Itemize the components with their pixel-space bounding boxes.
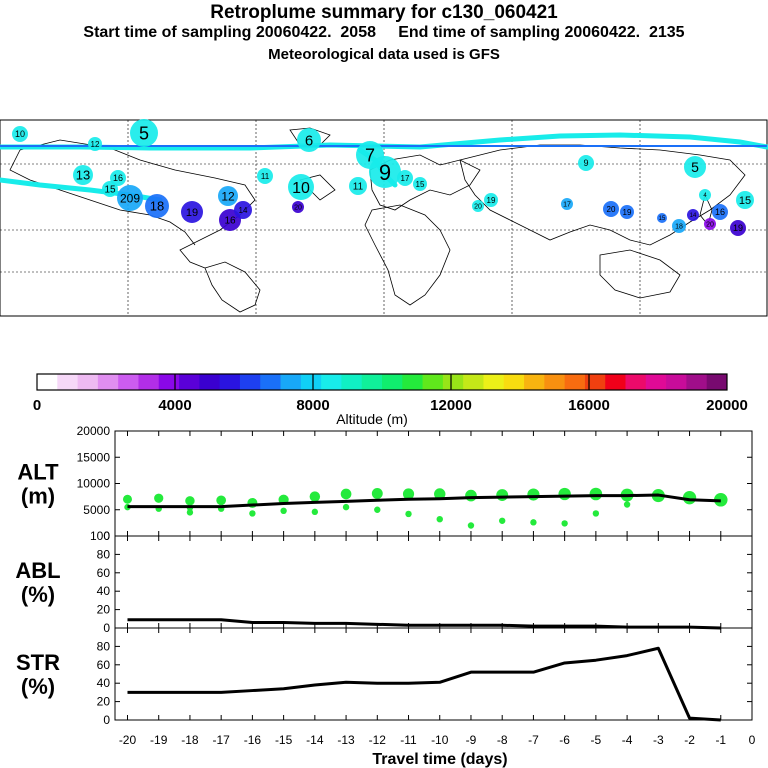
y-tick-label: 15000: [77, 450, 111, 464]
x-tick-label: -3: [653, 733, 664, 747]
scatter-point: [496, 489, 509, 501]
panel-abl: 0 20 40 60 80 100 ABL(%): [15, 529, 753, 635]
x-tick-label: -12: [369, 733, 387, 747]
meteorological-data-line: Meteorological data used is GFS: [268, 46, 500, 63]
scatter-point: [249, 510, 256, 517]
panel-frame: [114, 535, 753, 629]
scatter-point: [465, 489, 477, 502]
scatter-point: [592, 510, 600, 517]
scatter-point: [186, 509, 194, 516]
scatter-point: [436, 516, 443, 523]
x-tick-label: -7: [528, 733, 539, 747]
y-axis-label: (m): [21, 484, 55, 509]
y-tick-label: 10000: [77, 477, 111, 491]
scatter-point: [154, 493, 164, 503]
x-tick-label: -17: [212, 733, 230, 747]
scatter-point: [280, 507, 287, 514]
y-tick-label: 0: [103, 713, 110, 727]
y-axis-label: STR: [16, 650, 60, 675]
x-tick-label: -19: [150, 733, 168, 747]
y-axis-label: (%): [21, 674, 55, 699]
x-tick-label: -10: [431, 733, 449, 747]
x-tick-label: -6: [559, 733, 570, 747]
scatter-point: [402, 488, 415, 500]
scatter-point: [467, 522, 475, 529]
x-tick-label: -8: [497, 733, 508, 747]
scatter-point: [527, 488, 540, 501]
y-tick-label: 0: [103, 529, 110, 543]
y-tick-label: 40: [97, 676, 111, 690]
y-axis-label: ABL: [15, 558, 60, 583]
y-tick-label: 0: [103, 621, 110, 635]
scatter-point: [623, 501, 631, 508]
y-tick-label: 100: [90, 529, 110, 543]
x-tick-label: -2: [684, 733, 695, 747]
y-tick-label: 60: [97, 658, 111, 672]
x-tick-label: -9: [466, 733, 477, 747]
panel-frame: [114, 430, 753, 537]
scatter-point: [530, 519, 537, 526]
scatter-point: [122, 494, 132, 504]
x-tick-label: -16: [244, 733, 262, 747]
panel-alt: 0 5000 10000 15000 20000 ALT(m): [17, 424, 753, 543]
x-tick-label: -11: [400, 733, 417, 747]
y-tick-label: 20: [97, 695, 111, 709]
panel-frame: [114, 627, 753, 721]
scatter-point: [558, 487, 571, 501]
y-tick-label: 5000: [83, 503, 110, 517]
series-line-alt: [127, 493, 721, 509]
x-tick-label: -15: [275, 733, 293, 747]
y-tick-label: 60: [97, 566, 111, 580]
scatter-point: [342, 503, 350, 511]
scatter-point: [311, 508, 319, 516]
scatter-point: [340, 488, 352, 500]
x-tick-label: -18: [181, 733, 199, 747]
scatter-point: [374, 506, 381, 513]
y-tick-label: 40: [97, 584, 111, 598]
y-tick-label: 20: [97, 603, 111, 617]
sampling-time-line: Start time of sampling 20060422. 2058 En…: [83, 24, 685, 41]
y-tick-label: 80: [97, 547, 111, 561]
scatter-point: [498, 517, 506, 524]
scatter-point: [309, 491, 321, 502]
x-tick-label: -5: [591, 733, 602, 747]
y-axis-label: (%): [21, 582, 55, 607]
x-axis-label: Travel time (days): [372, 751, 507, 768]
scatter-point: [216, 495, 227, 506]
x-tick-label: 0: [749, 733, 756, 747]
page-title: Retroplume summary for c130_060421: [210, 2, 558, 23]
x-tick-label: -14: [306, 733, 324, 747]
y-axis-label: ALT: [17, 460, 59, 485]
scatter-point: [371, 488, 383, 499]
x-tick-label: -4: [622, 733, 633, 747]
y-tick-label: 20000: [77, 424, 111, 438]
x-tick-label: -1: [715, 733, 726, 747]
scatter-point: [185, 496, 195, 506]
x-tick-label: -20: [119, 733, 137, 747]
scatter-point: [561, 520, 568, 527]
y-tick-label: 80: [97, 639, 111, 653]
series-line-str: [127, 646, 721, 722]
scatter-points: [122, 487, 728, 529]
x-tick-label: -13: [337, 733, 355, 747]
series-line-abl: [127, 618, 721, 630]
scatter-point: [405, 510, 412, 518]
scatter-point: [589, 487, 603, 501]
scatter-point: [434, 488, 446, 500]
